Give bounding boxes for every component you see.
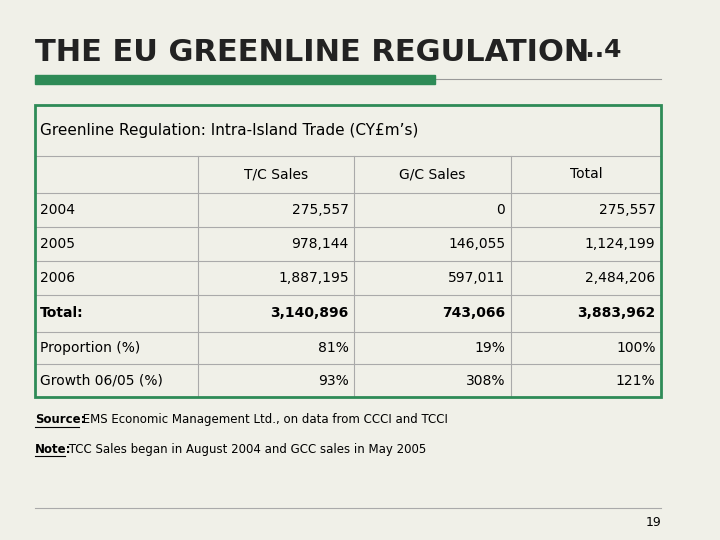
Text: Total:: Total: <box>40 307 84 320</box>
Text: 2006: 2006 <box>40 271 76 285</box>
Text: 3,883,962: 3,883,962 <box>577 307 655 320</box>
Text: T/C Sales: T/C Sales <box>244 167 308 181</box>
Bar <box>35 75 435 84</box>
Text: 19%: 19% <box>474 341 505 355</box>
Text: 81%: 81% <box>318 341 348 355</box>
Text: 1,887,195: 1,887,195 <box>278 271 348 285</box>
Text: 275,557: 275,557 <box>598 203 655 217</box>
Text: 146,055: 146,055 <box>448 237 505 251</box>
Text: Greenline Regulation: Intra-Island Trade (CY£m’s): Greenline Regulation: Intra-Island Trade… <box>40 123 419 138</box>
Text: 2004: 2004 <box>40 203 76 217</box>
Text: 978,144: 978,144 <box>292 237 348 251</box>
Text: 308%: 308% <box>466 374 505 388</box>
Text: ...4: ...4 <box>576 38 621 62</box>
Text: Growth 06/05 (%): Growth 06/05 (%) <box>40 374 163 388</box>
Text: 2005: 2005 <box>40 237 76 251</box>
Text: Total: Total <box>570 167 602 181</box>
Text: 2,484,206: 2,484,206 <box>585 271 655 285</box>
Text: G/C Sales: G/C Sales <box>400 167 466 181</box>
Text: 275,557: 275,557 <box>292 203 348 217</box>
Text: 0: 0 <box>496 203 505 217</box>
Text: 19: 19 <box>645 516 661 529</box>
Text: 1,124,199: 1,124,199 <box>585 237 655 251</box>
Text: Source:: Source: <box>35 413 85 426</box>
Text: 121%: 121% <box>616 374 655 388</box>
Text: 93%: 93% <box>318 374 348 388</box>
Text: Note:: Note: <box>35 443 71 456</box>
Text: EMS Economic Management Ltd., on data from CCCI and TCCI: EMS Economic Management Ltd., on data fr… <box>78 413 448 426</box>
Text: 100%: 100% <box>616 341 655 355</box>
Text: 3,140,896: 3,140,896 <box>271 307 348 320</box>
Text: THE EU GREENLINE REGULATION: THE EU GREENLINE REGULATION <box>35 38 589 67</box>
Text: TCC Sales began in August 2004 and GCC sales in May 2005: TCC Sales began in August 2004 and GCC s… <box>65 443 426 456</box>
Text: Proportion (%): Proportion (%) <box>40 341 140 355</box>
Text: 597,011: 597,011 <box>448 271 505 285</box>
Text: 743,066: 743,066 <box>442 307 505 320</box>
